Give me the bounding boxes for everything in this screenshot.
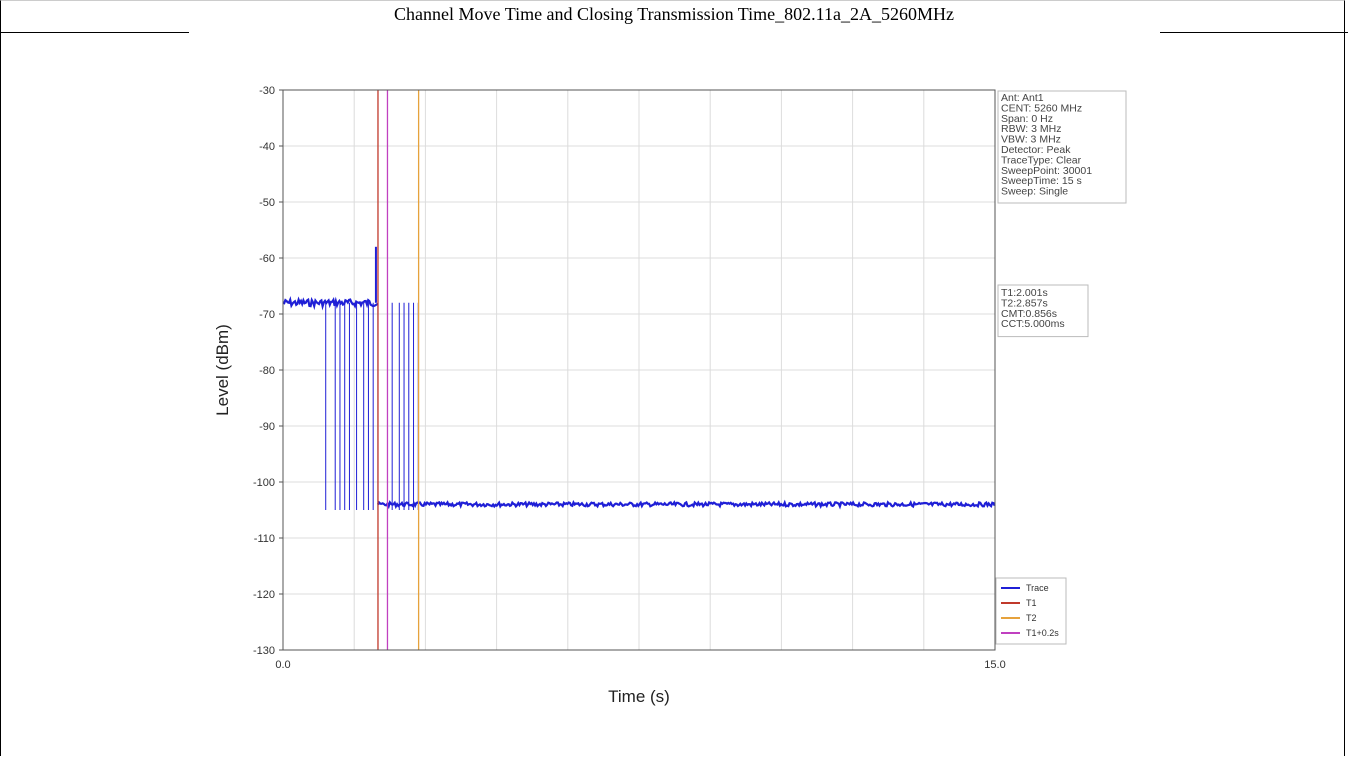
page-title: Channel Move Time and Closing Transmissi… <box>394 4 954 24</box>
trace-segment <box>282 296 379 311</box>
x-tick-label: 15.0 <box>984 659 1005 671</box>
y-tick-label: -30 <box>259 85 275 97</box>
y-tick-labels: -30 -40 -50 -60 -70 -80 -90 -100 -110 -120 -130 <box>253 85 283 657</box>
y-tick-label: -110 <box>254 533 275 545</box>
info-line: RBW: 3 MHz <box>1001 123 1061 135</box>
x-axis-label: Time (s) <box>608 687 670 706</box>
y-tick-label: -60 <box>259 253 275 265</box>
result-box-frame <box>997 284 1089 338</box>
y-axis-label: Level (dBm) <box>213 324 232 416</box>
trace-segment <box>376 499 996 510</box>
result-line: T1:2.001s <box>1001 287 1048 299</box>
y-tick-label: -50 <box>259 197 275 209</box>
legend-label: T1 <box>1026 598 1037 608</box>
info-line: Detector: Peak <box>1001 144 1071 156</box>
info-line: Span: 0 Hz <box>1001 113 1053 125</box>
info-line: SweepTime: 15 s <box>1001 175 1082 187</box>
grid-lines <box>283 89 995 651</box>
info-box-frame <box>997 90 1127 204</box>
y-tick-label: -100 <box>253 477 275 489</box>
series-layer <box>282 90 996 650</box>
x-tick-label: 0.0 <box>275 659 290 671</box>
legend-label: Trace <box>1026 583 1049 593</box>
y-tick-label: -120 <box>253 589 275 601</box>
title-rule-left <box>0 32 189 33</box>
y-tick-label: -70 <box>259 309 275 321</box>
x-tick-labels: 0.0 15.0 <box>275 659 1005 671</box>
info-line: CENT: 5260 MHz <box>1001 102 1082 114</box>
result-line: CCT:5.000ms <box>1001 318 1065 330</box>
y-tick-label: -90 <box>259 421 275 433</box>
legend-label: T1+0.2s <box>1026 628 1059 638</box>
y-tick-label: -130 <box>253 645 275 657</box>
info-line: TraceType: Clear <box>1001 154 1082 166</box>
info-line: Sweep: Single <box>1001 186 1068 198</box>
info-line: VBW: 3 MHz <box>1001 134 1061 146</box>
result-line: T2:2.857s <box>1001 297 1048 309</box>
info-line: SweepPoint: 30001 <box>1001 165 1092 177</box>
legend: Trace T1 T2 T1+0.2s <box>995 577 1067 645</box>
info-line: Ant: Ant1 <box>1001 92 1044 104</box>
y-tick-label: -80 <box>259 365 275 377</box>
result-line: CMT:0.856s <box>1001 308 1057 320</box>
y-tick-label: -40 <box>259 141 275 153</box>
title-rule-right <box>1160 32 1348 33</box>
legend-label: T2 <box>1026 613 1037 623</box>
